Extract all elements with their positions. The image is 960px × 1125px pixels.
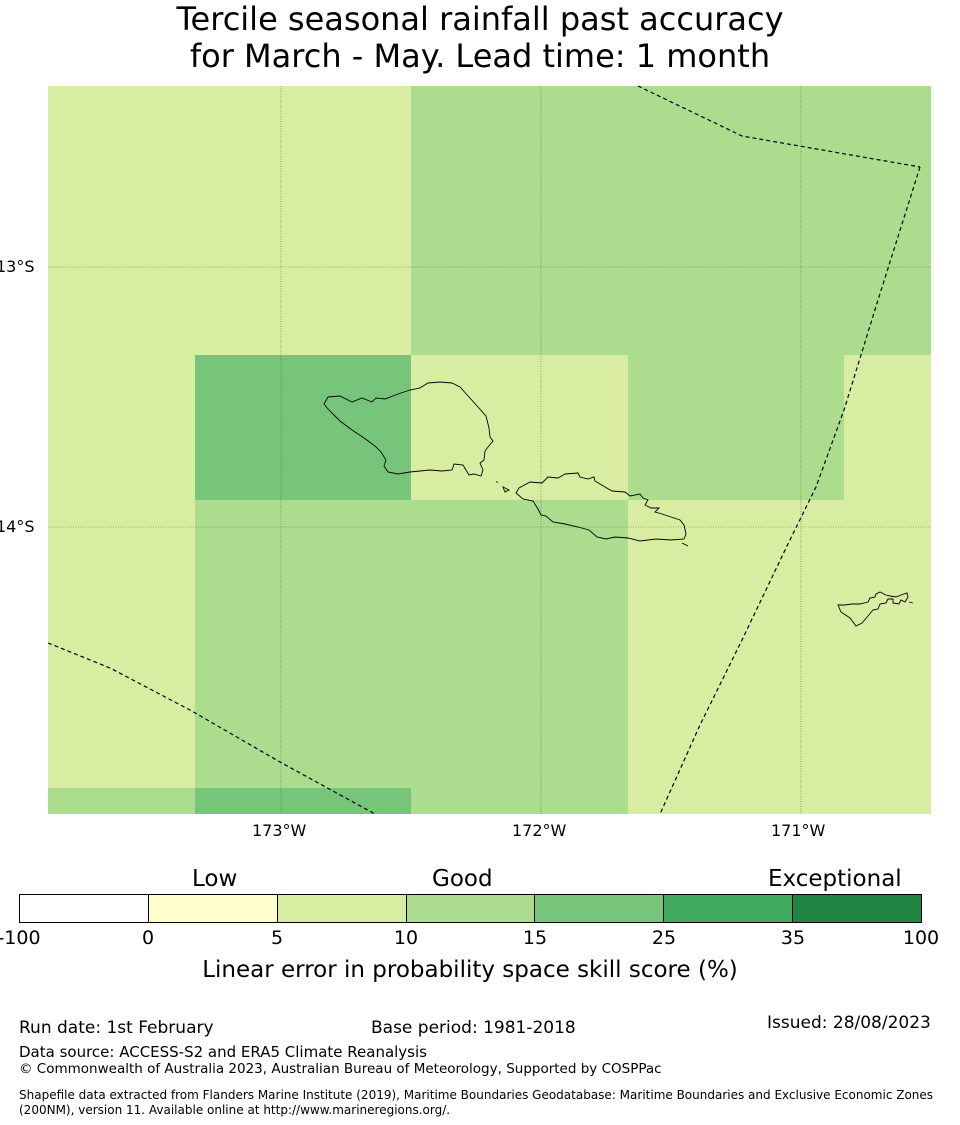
lon-label-172w: 172°W [512, 821, 567, 840]
colorbar-segment [535, 895, 665, 922]
colorbar-tick: 0 [141, 927, 155, 949]
grid-cell-10-15 [195, 500, 628, 788]
rainfall-accuracy-map [47, 85, 931, 815]
copyright: © Commonwealth of Australia 2023, Austra… [19, 1061, 662, 1077]
colorbar-category-exceptional: Exceptional [768, 866, 902, 892]
graticule [48, 86, 931, 814]
base-period: Base period: 1981-2018 [371, 1018, 576, 1038]
colorbar-category-good: Good [432, 866, 493, 892]
colorbar-category-low: Low [192, 866, 238, 892]
colorbar [19, 894, 922, 923]
lon-label-173w: 173°W [252, 821, 307, 840]
apolima-islet [502, 486, 511, 493]
shapefile-credit-line-1: Shapefile data extracted from Flanders M… [19, 1088, 934, 1102]
run-date: Run date: 1st February [19, 1018, 214, 1038]
colorbar-tick: 100 [902, 927, 940, 949]
colorbar-segment [406, 895, 536, 922]
data-source: Data source: ACCESS-S2 and ERA5 Climate … [19, 1043, 427, 1061]
colorbar-segment [277, 895, 407, 922]
savaii-island [323, 381, 494, 477]
lat-label-14s: 14°S [0, 517, 35, 536]
lat-label-13s: 13°S [0, 257, 35, 276]
colorbar-segment [20, 895, 149, 922]
colorbar-tick: -100 [0, 927, 41, 949]
grid-cell-10-15 [628, 355, 844, 500]
grid-cell-10-15 [48, 788, 195, 814]
colorbar-segment [793, 895, 922, 922]
grid-cell-10-15 [411, 788, 628, 814]
tutuila-island [837, 591, 909, 627]
maritime-boundaries [47, 85, 921, 815]
issued-date: Issued: 28/08/2023 [767, 1013, 931, 1033]
eez-boundary-southwest [47, 642, 376, 815]
colorbar-tick: 10 [393, 927, 419, 949]
colorbar-tick: 25 [651, 927, 677, 949]
upolu-east-tip [681, 542, 689, 547]
colorbar-tick: 5 [270, 927, 284, 949]
skill-score-grid-cells [48, 86, 931, 814]
eez-boundary-north [637, 85, 921, 168]
colorbar-segment [664, 895, 794, 922]
coastlines [323, 381, 914, 627]
shapefile-credit-line-2: (200NM), version 11. Available online at… [19, 1103, 451, 1117]
grid-cell-10-15 [411, 86, 931, 355]
tutuila-east-islet [908, 601, 914, 604]
grid-cell-15-25 [195, 788, 411, 814]
map-title-line-1: Tercile seasonal rainfall past accuracy [176, 0, 784, 38]
upolu-island [515, 472, 687, 542]
lon-label-171w: 171°W [771, 821, 826, 840]
colorbar-tick: 35 [780, 927, 806, 949]
colorbar-axis-label: Linear error in probability space skill … [202, 957, 738, 983]
grid-cell-15-25 [195, 355, 411, 500]
map-title-line-2: for March - May. Lead time: 1 month [189, 37, 771, 75]
colorbar-tick: 15 [522, 927, 548, 949]
colorbar-segment [148, 895, 278, 922]
